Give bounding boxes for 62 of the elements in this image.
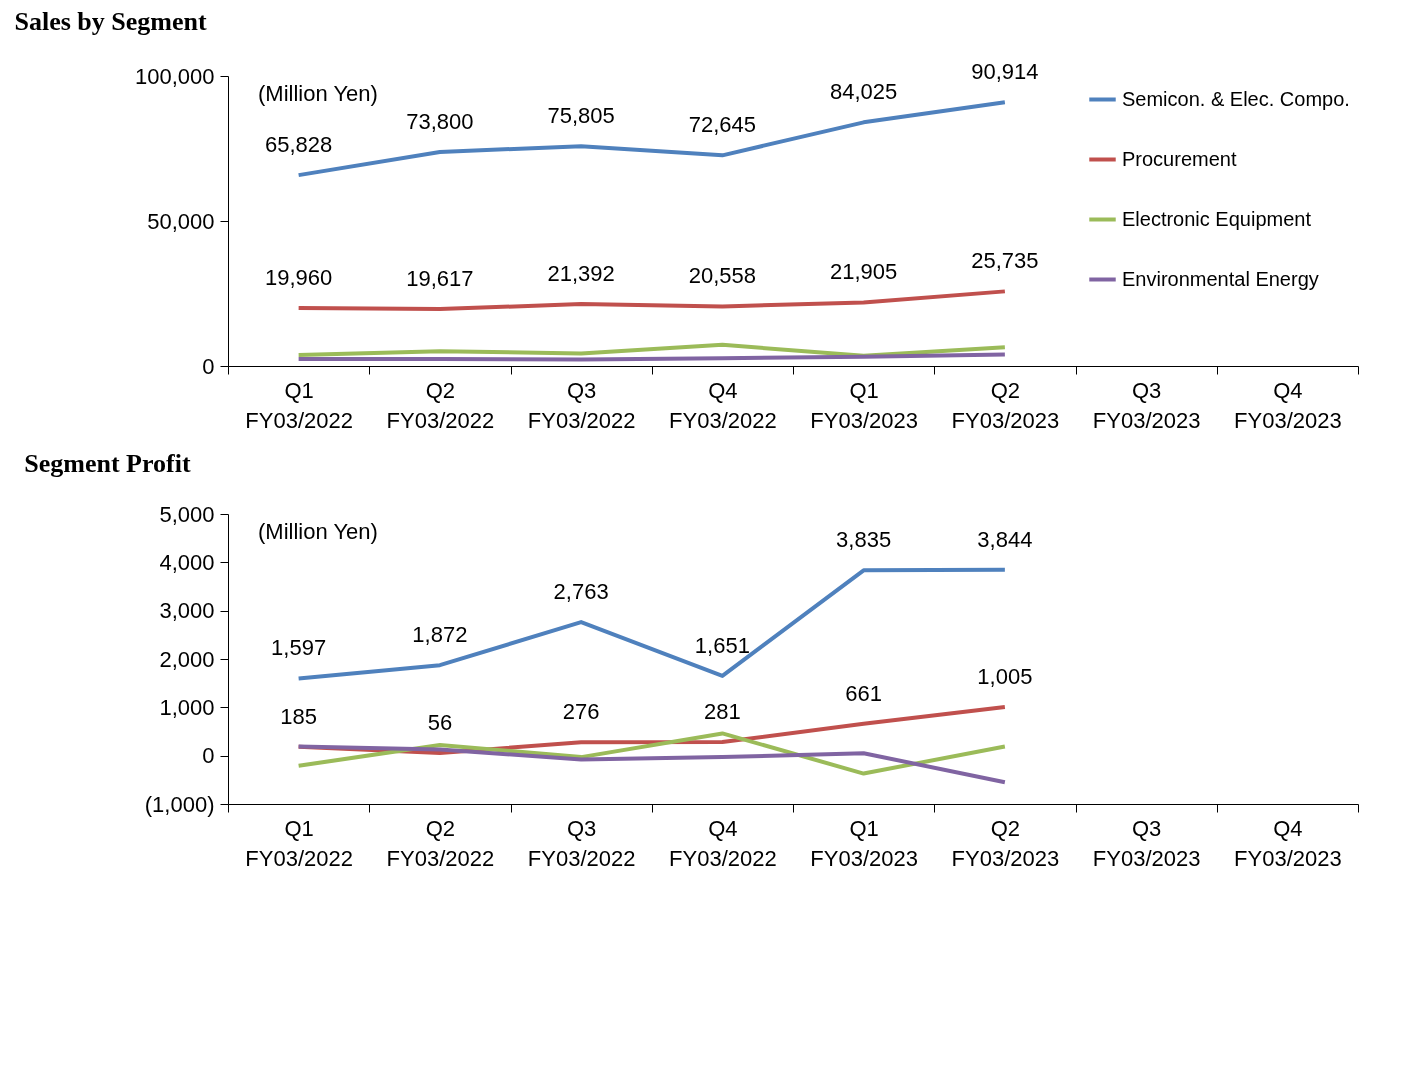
legend-label: Electronic Equipment [1122, 207, 1312, 230]
y-tick-label: 100,000 [134, 63, 215, 89]
y-tick-label: 0 [202, 353, 215, 379]
data-label: 281 [704, 699, 741, 725]
data-label: 90,914 [971, 59, 1039, 85]
chart-title: Sales by Segment [14, 7, 207, 37]
data-label: 65,828 [264, 132, 333, 158]
x-tick-label: Q4 FY03/2023 [1234, 377, 1342, 433]
x-tick-label: Q3 FY03/2022 [527, 377, 636, 433]
x-tick-label: Q2 FY03/2023 [951, 815, 1060, 871]
data-label: 21,905 [829, 259, 898, 285]
x-tick-label: Q3 FY03/2023 [1092, 377, 1201, 433]
x-tick-label: Q1 FY03/2022 [245, 377, 353, 433]
chart-title: Segment Profit [24, 449, 191, 478]
x-tick-label: Q1 FY03/2023 [810, 377, 918, 433]
data-label: 661 [845, 680, 882, 706]
data-label: 2,763 [553, 579, 609, 605]
y-tick-label: (1,000) [144, 791, 215, 817]
y-tick-label: 1,000 [159, 694, 215, 720]
annotation: (Million Yen) [258, 81, 378, 106]
data-label: 25,735 [971, 248, 1039, 274]
line-series [296, 744, 1007, 785]
line-series [296, 731, 1007, 776]
data-label: 3,835 [836, 527, 892, 553]
data-label: 75,805 [547, 103, 615, 129]
data-label: 3,844 [977, 526, 1033, 552]
data-label: 56 [427, 709, 453, 735]
data-label: 1,005 [977, 664, 1033, 690]
x-tick-label: Q4 FY03/2023 [1234, 815, 1342, 871]
data-label: 21,392 [547, 260, 615, 286]
line-series [296, 289, 1007, 312]
x-tick-label: Q3 FY03/2023 [1092, 815, 1201, 871]
legend-label: Semicon. & Elec. Compo. [1122, 87, 1350, 110]
data-label: 19,960 [264, 265, 333, 291]
x-tick-label: Q2 FY03/2023 [951, 377, 1060, 433]
data-label: 73,800 [406, 108, 474, 134]
y-tick-label: 0 [202, 743, 215, 769]
y-tick-label: 50,000 [147, 208, 215, 234]
x-tick-label: Q2 FY03/2022 [386, 377, 495, 433]
legend-label: Procurement [1122, 147, 1237, 170]
data-label: 185 [280, 703, 317, 729]
y-tick-label: 4,000 [159, 549, 215, 575]
legend-label: Environmental Energy [1122, 267, 1319, 290]
data-label: 84,025 [829, 79, 898, 105]
data-label: 1,651 [694, 632, 750, 658]
x-tick-label: Q1 FY03/2023 [810, 815, 918, 871]
x-tick-label: Q4 FY03/2022 [669, 377, 777, 433]
y-tick-label: 2,000 [159, 646, 215, 672]
x-tick-label: Q3 FY03/2022 [527, 815, 636, 871]
x-tick-label: Q2 FY03/2022 [386, 815, 495, 871]
x-tick-label: Q4 FY03/2022 [669, 815, 777, 871]
data-label: 276 [562, 699, 600, 725]
line-series [296, 342, 1007, 358]
annotation: (Million Yen) [258, 519, 378, 544]
x-tick-label: Q1 FY03/2022 [245, 815, 353, 871]
data-label: 20,558 [688, 263, 757, 289]
y-tick-label: 3,000 [159, 598, 215, 624]
y-tick-label: 5,000 [159, 501, 215, 527]
data-label: 1,597 [271, 635, 327, 661]
data-label: 72,645 [688, 112, 757, 138]
data-label: 19,617 [406, 266, 474, 292]
data-label: 1,872 [412, 622, 468, 648]
